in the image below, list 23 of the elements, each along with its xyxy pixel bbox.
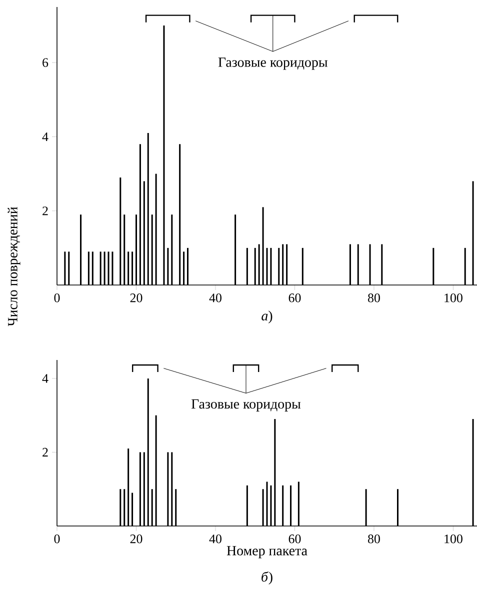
x-tick-label: 100: [444, 534, 462, 544]
x-tick-label: 0: [54, 294, 60, 302]
x-tick-label: 100: [444, 294, 462, 302]
y-tick-label: 2: [42, 448, 48, 457]
x-tick-label: 40: [209, 534, 222, 544]
text: б): [261, 572, 272, 584]
x-tick-label: 20: [130, 294, 142, 302]
x-tick-label: 40: [209, 294, 222, 302]
x-tick-label: 80: [368, 534, 380, 544]
x-tick-label: 60: [288, 294, 301, 302]
text: а): [261, 310, 272, 324]
y-axis-title: Число повреждений: [8, 207, 20, 326]
annotation: Газовые коридоры: [218, 58, 328, 70]
y-tick-label: 4: [42, 132, 48, 141]
y-tick-label: 4: [42, 374, 48, 383]
x-axis-title: Номер пакета: [226, 546, 308, 558]
x-tick-label: 20: [130, 534, 142, 544]
annotation: Газовые коридоры: [191, 399, 300, 412]
x-tick-label: 0: [54, 534, 60, 544]
x-tick-label: 80: [368, 294, 380, 302]
y-tick-label: 6: [42, 58, 48, 67]
x-tick-label: 60: [288, 534, 301, 544]
y-tick-label: 2: [42, 206, 48, 216]
